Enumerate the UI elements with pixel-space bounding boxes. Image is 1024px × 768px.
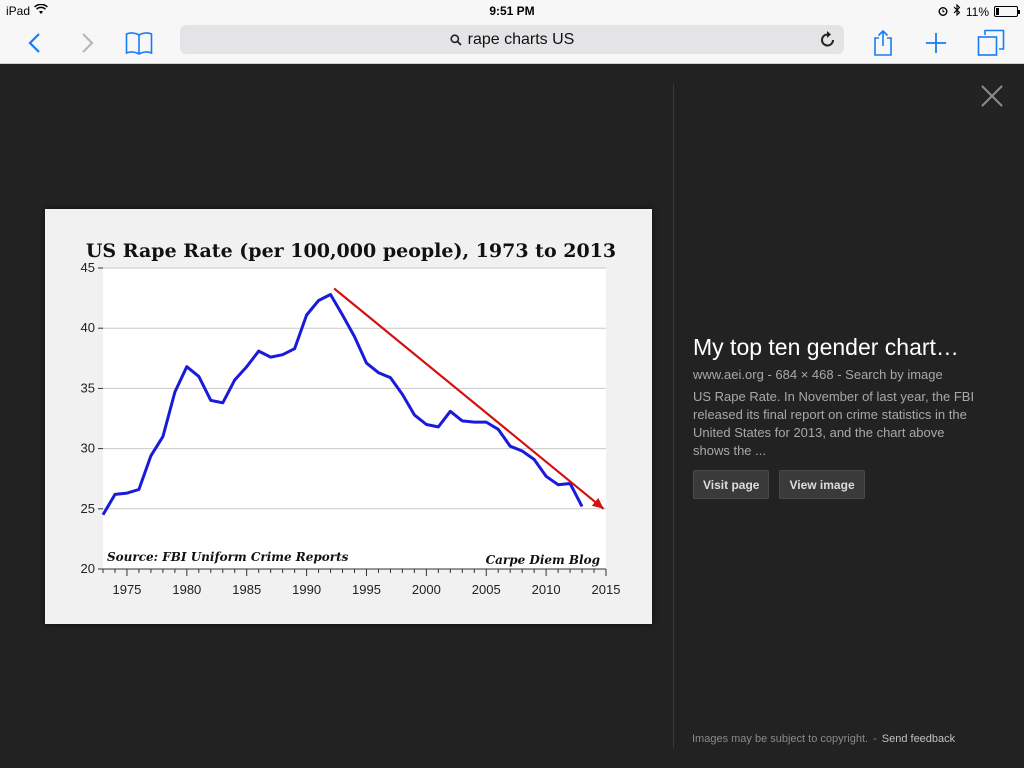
chart-source: Source: FBI Uniform Crime Reports [107,550,349,564]
close-icon [981,85,1003,107]
address-text: rape charts US [467,30,575,48]
status-right: 11% [938,3,1020,19]
y-tick-label: 40 [81,320,95,335]
new-tab-button[interactable] [919,26,953,60]
x-tick-label: 2000 [412,582,441,597]
reload-button[interactable] [820,30,836,53]
forward-button[interactable] [70,26,104,60]
chart-credit: Carpe Diem Blog [486,553,600,567]
back-button[interactable] [18,26,52,60]
plot-area: 45 40 35 30 25 20 1975 1980 1985 1990 1995 2000 2005… [81,260,621,597]
y-tick-label: 25 [81,501,95,516]
bookmarks-icon [125,32,153,55]
browser-toolbar: rape charts US [0,22,1024,64]
bookmarks-button[interactable] [122,26,156,60]
x-tick-label: 1995 [352,582,381,597]
viewer-footer: Images may be subject to copyright. - Se… [692,733,955,745]
back-icon [28,33,40,53]
reload-icon [821,31,834,47]
device-name: iPad [6,4,31,18]
send-feedback-link[interactable]: Send feedback [881,733,956,745]
chart-title: US Rape Rate (per 100,000 people), 1973 … [86,240,616,262]
status-bar: iPad 9:51 PM 11% [0,0,1024,22]
y-tick-label: 20 [81,561,95,576]
result-size: 684 × 468 [775,367,834,382]
close-button[interactable] [978,82,1006,110]
view-image-button[interactable]: View image [779,470,865,499]
share-icon [874,29,892,56]
y-tick-label: 45 [81,260,95,275]
y-tick-label: 35 [81,380,95,395]
status-left: iPad [6,3,48,18]
result-title[interactable]: My top ten gender chart… [693,334,959,360]
trend-arrow-head [591,498,604,509]
footer-separator: - [873,733,877,745]
y-tick-label: 30 [81,441,95,456]
preview-image[interactable]: US Rape Rate (per 100,000 people), 1973 … [45,209,652,624]
x-tick-label: 1990 [292,582,321,597]
search-by-image-link[interactable]: Search by image [845,367,943,382]
x-tick-label: 2005 [472,582,501,597]
battery-percent: 11% [965,4,989,19]
share-button[interactable] [866,26,900,60]
battery-icon [994,6,1020,17]
status-time: 9:51 PM [489,4,535,18]
result-actions: Visit page View image [693,470,993,499]
result-description: US Rape Rate. In November of last year, … [693,389,975,458]
x-tick-label: 1985 [232,582,261,597]
panel-divider [673,84,674,748]
visit-page-button[interactable]: Visit page [693,470,770,499]
forward-icon [82,33,94,53]
bluetooth-icon [953,3,961,19]
copyright-notice: Images may be subject to copyright. [692,733,869,745]
series-line [101,293,584,516]
line-chart: US Rape Rate (per 100,000 people), 1973 … [81,240,621,597]
x-tick-label: 1975 [112,582,141,597]
plot-background [103,268,606,569]
address-bar[interactable]: rape charts US [180,25,844,54]
result-source: www.aei.org [693,367,764,382]
x-tick-label: 2010 [532,582,561,597]
tabs-icon [977,29,1005,56]
alarm-icon [938,5,948,19]
tabs-button[interactable] [974,26,1008,60]
new-tab-icon [926,33,946,53]
wifi-icon [34,3,48,18]
trend-arrow-shaft [333,287,605,510]
search-icon [450,33,462,46]
x-tick-label: 1980 [172,582,201,597]
x-tick-label: 2015 [592,582,621,597]
result-meta: www.aei.org - 684 × 468 - Search by imag… [693,367,943,382]
image-info-panel: My top ten gender chart… www.aei.org - 6… [693,334,993,499]
